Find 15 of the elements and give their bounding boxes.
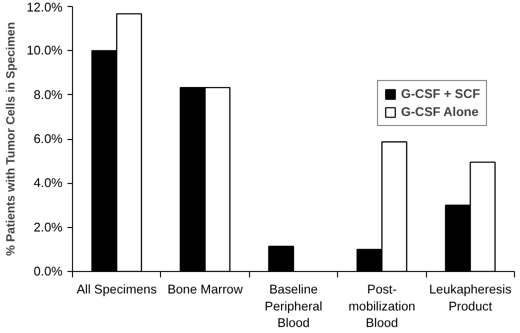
x-tick-label: Bone Marrow: [167, 282, 244, 296]
x-tick-label: Baseline Peripheral Blood: [264, 282, 322, 330]
y-tick-label: 8.0%: [34, 88, 63, 102]
legend-label: G-CSF + SCF: [401, 87, 480, 101]
y-tick-label: 4.0%: [34, 176, 63, 190]
y-tick-label: 0.0%: [34, 264, 63, 278]
y-axis-title: % Patients with Tumor Cells in Specimen: [4, 22, 18, 256]
legend-label: G-CSF Alone: [401, 105, 479, 119]
y-tick-label: 12.0%: [26, 0, 63, 14]
y-tick-label: 2.0%: [34, 220, 63, 234]
x-tick-label: Leukapheresis Product: [429, 282, 512, 314]
x-tick-label: All Specimens: [76, 282, 157, 296]
y-tick-label: 10.0%: [26, 44, 63, 58]
y-tick-label: 6.0%: [34, 132, 63, 146]
x-tick-label: Post- mobilization Blood: [348, 282, 416, 330]
